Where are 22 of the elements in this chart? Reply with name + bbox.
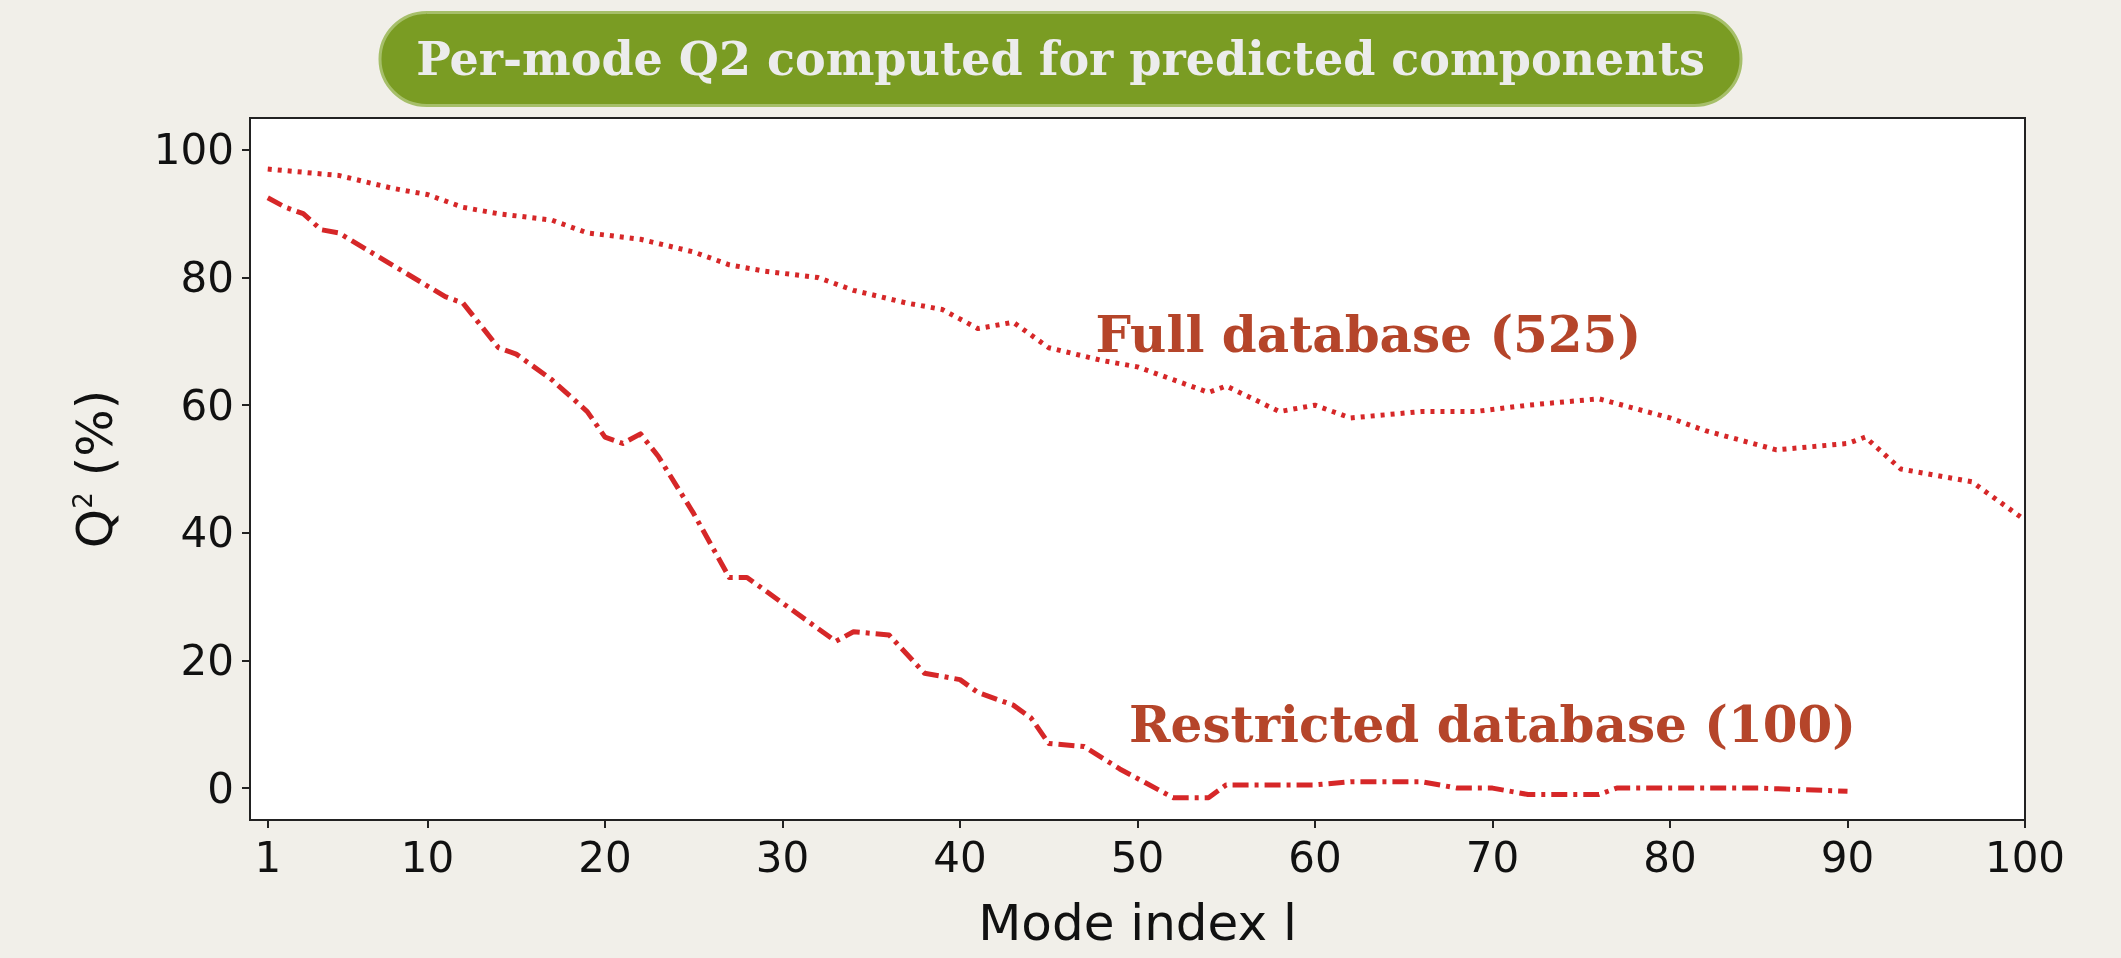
x-tick-label: 60 <box>1288 832 1342 882</box>
x-tick-label: 40 <box>933 832 987 882</box>
x-tick-label: 1 <box>254 832 282 882</box>
y-tick-label: 20 <box>180 635 234 685</box>
y-tick-label: 40 <box>180 508 234 558</box>
y-tick-label: 100 <box>153 125 234 175</box>
x-tick-label: 20 <box>578 832 632 882</box>
x-tick-label: 80 <box>1643 832 1697 882</box>
x-tick-label: 100 <box>1984 832 2066 882</box>
y-tick-label: 60 <box>180 380 234 430</box>
y-axis-title: Q2 (%) <box>66 389 124 549</box>
y-tick-label: 0 <box>207 763 234 813</box>
series-label: Full database (525) <box>1095 305 1642 365</box>
y-tick-label: 80 <box>180 253 234 303</box>
x-tick-label: 30 <box>755 832 810 882</box>
x-tick-label: 10 <box>400 832 455 882</box>
x-tick-label: 90 <box>1820 832 1875 882</box>
series-label: Restricted database (100) <box>1129 694 1856 754</box>
x-tick-label: 70 <box>1465 832 1520 882</box>
x-tick-label: 50 <box>1110 832 1165 882</box>
x-axis-title: Mode index l <box>978 894 1297 952</box>
chart-title: Per-mode Q2 computed for predicted components <box>416 32 1705 86</box>
